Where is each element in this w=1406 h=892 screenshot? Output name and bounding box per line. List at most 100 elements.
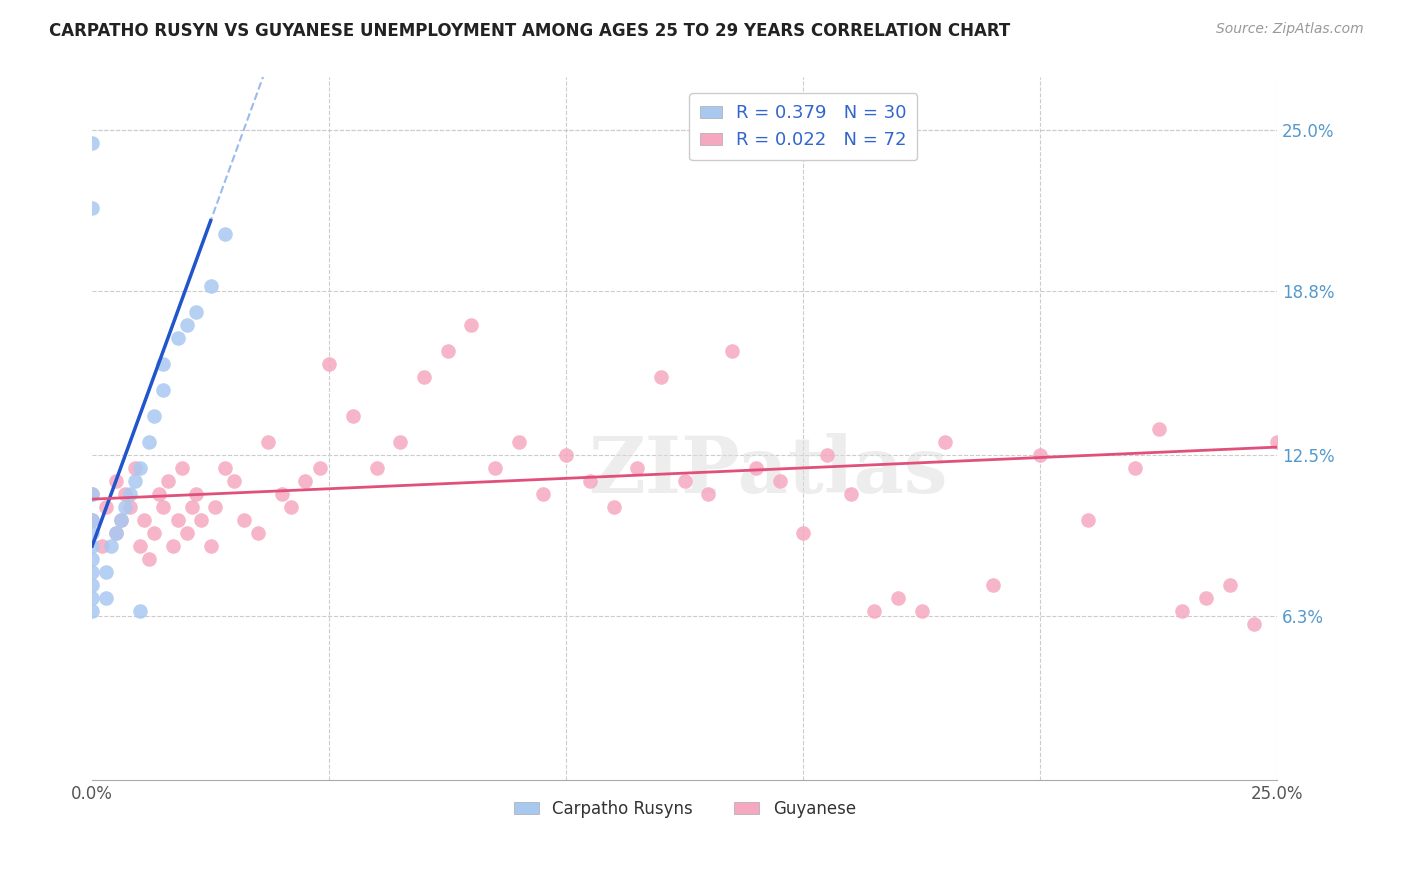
Point xyxy=(152,383,174,397)
Point xyxy=(318,357,340,371)
Point xyxy=(142,409,165,423)
Point xyxy=(82,513,104,527)
Text: ZIPatlas: ZIPatlas xyxy=(588,433,948,509)
Point xyxy=(90,539,112,553)
Point xyxy=(114,500,136,514)
Point xyxy=(256,434,278,449)
Point xyxy=(128,461,150,475)
Point xyxy=(82,136,104,150)
Point xyxy=(247,526,270,541)
Point xyxy=(484,461,506,475)
Point xyxy=(82,513,104,527)
Point xyxy=(745,461,768,475)
Point xyxy=(460,318,482,332)
Text: Source: ZipAtlas.com: Source: ZipAtlas.com xyxy=(1216,22,1364,37)
Point xyxy=(342,409,364,423)
Point xyxy=(82,526,104,541)
Point xyxy=(96,565,118,579)
Point xyxy=(82,487,104,501)
Point xyxy=(120,487,142,501)
Point xyxy=(981,578,1004,592)
Point xyxy=(82,591,104,605)
Point xyxy=(100,539,122,553)
Point xyxy=(96,500,118,514)
Point xyxy=(1171,604,1194,618)
Point xyxy=(934,434,956,449)
Point xyxy=(887,591,910,605)
Text: CARPATHO RUSYN VS GUYANESE UNEMPLOYMENT AMONG AGES 25 TO 29 YEARS CORRELATION CH: CARPATHO RUSYN VS GUYANESE UNEMPLOYMENT … xyxy=(49,22,1011,40)
Point xyxy=(1123,461,1146,475)
Point xyxy=(82,565,104,579)
Point xyxy=(172,461,194,475)
Point xyxy=(114,487,136,501)
Point xyxy=(190,513,212,527)
Point xyxy=(152,500,174,514)
Point xyxy=(413,369,436,384)
Point xyxy=(508,434,530,449)
Point xyxy=(224,474,246,488)
Point xyxy=(214,227,236,241)
Point xyxy=(1029,448,1052,462)
Point xyxy=(138,434,160,449)
Point xyxy=(82,539,104,553)
Point xyxy=(555,448,578,462)
Point xyxy=(308,461,330,475)
Point xyxy=(839,487,862,501)
Point xyxy=(1243,617,1265,632)
Point xyxy=(626,461,648,475)
Point xyxy=(863,604,886,618)
Point xyxy=(200,539,222,553)
Point xyxy=(186,487,208,501)
Point xyxy=(120,500,142,514)
Point xyxy=(96,591,118,605)
Point xyxy=(104,526,127,541)
Point xyxy=(204,500,226,514)
Point xyxy=(389,434,412,449)
Point xyxy=(721,343,744,358)
Point xyxy=(650,369,672,384)
Point xyxy=(152,357,174,371)
Point xyxy=(82,487,104,501)
Point xyxy=(1265,434,1288,449)
Point xyxy=(270,487,292,501)
Point xyxy=(110,513,132,527)
Point xyxy=(104,474,127,488)
Point xyxy=(110,513,132,527)
Point xyxy=(280,500,302,514)
Point xyxy=(1195,591,1218,605)
Point xyxy=(697,487,720,501)
Point xyxy=(166,331,188,345)
Point xyxy=(138,552,160,566)
Point xyxy=(768,474,790,488)
Point xyxy=(294,474,316,488)
Point xyxy=(128,539,150,553)
Point xyxy=(602,500,624,514)
Point xyxy=(104,526,127,541)
Point xyxy=(124,474,146,488)
Point xyxy=(232,513,254,527)
Legend: Carpatho Rusyns, Guyanese: Carpatho Rusyns, Guyanese xyxy=(508,793,862,825)
Point xyxy=(180,500,202,514)
Point xyxy=(124,461,146,475)
Point xyxy=(436,343,458,358)
Point xyxy=(1077,513,1099,527)
Point xyxy=(366,461,388,475)
Point xyxy=(911,604,934,618)
Point xyxy=(200,278,222,293)
Point xyxy=(176,526,198,541)
Point xyxy=(82,578,104,592)
Point xyxy=(186,304,208,318)
Point xyxy=(148,487,170,501)
Point xyxy=(157,474,180,488)
Point xyxy=(176,318,198,332)
Point xyxy=(815,448,838,462)
Point xyxy=(579,474,602,488)
Point xyxy=(792,526,814,541)
Point xyxy=(166,513,188,527)
Point xyxy=(134,513,156,527)
Point xyxy=(1219,578,1241,592)
Point xyxy=(82,604,104,618)
Point xyxy=(82,552,104,566)
Point xyxy=(142,526,165,541)
Point xyxy=(162,539,184,553)
